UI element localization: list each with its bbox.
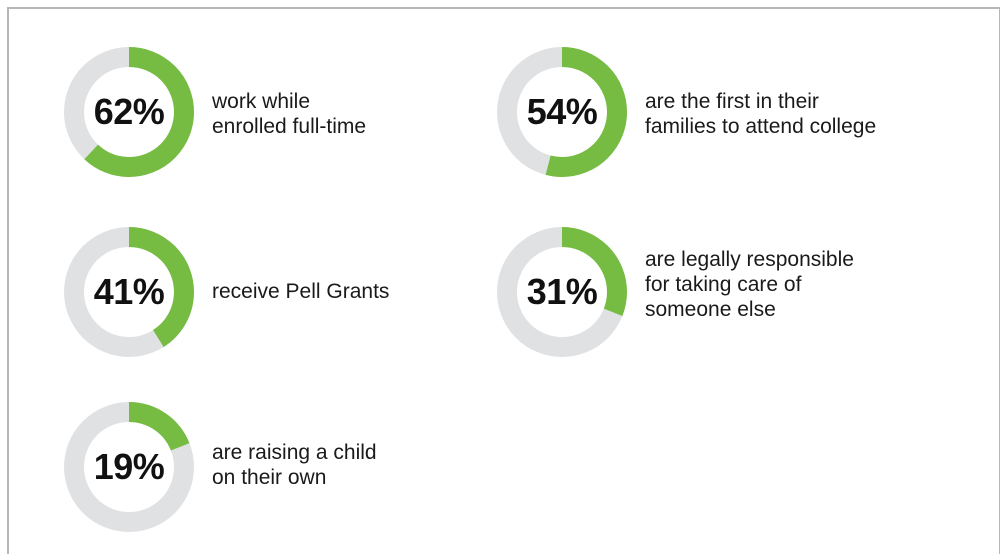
description-line: someone else: [645, 298, 776, 321]
percent-label: 19%: [93, 446, 165, 487]
donut-svg: [64, 402, 194, 532]
percent-label: 31%: [526, 271, 598, 312]
stat-single-parent: 19% are raising a child on their own: [64, 402, 494, 542]
percent-label: 62%: [93, 91, 165, 132]
donut-value-arc: [497, 47, 627, 177]
description-line: families to attend college: [645, 115, 877, 138]
donut-chart: [497, 47, 627, 177]
donut-value-arc: [497, 227, 627, 357]
donut-chart: [64, 47, 194, 177]
donut-value-arc: [64, 227, 194, 357]
description-line: receive Pell Grants: [212, 280, 390, 303]
description-line: for taking care of: [645, 273, 802, 296]
stat-pell-grants: 41% receive Pell Grants: [64, 227, 494, 367]
percent-label: 41%: [93, 271, 165, 312]
stat-description: are legally responsible for taking care …: [645, 247, 945, 322]
stat-description: are raising a child on their own: [212, 440, 512, 490]
donut-svg: [497, 227, 627, 357]
donut-svg: [64, 47, 194, 177]
donut-svg: [497, 47, 627, 177]
donut-svg: [64, 227, 194, 357]
stat-description: are the first in their families to atten…: [645, 89, 945, 139]
percent-label: 54%: [526, 91, 598, 132]
stat-first-generation: 54% are the first in their families to a…: [497, 47, 927, 187]
stat-description: work while enrolled full-time: [212, 89, 512, 139]
description-line: enrolled full-time: [212, 115, 367, 138]
donut-value-arc: [64, 47, 194, 177]
donut-chart: [497, 227, 627, 357]
description-line: are legally responsible: [645, 248, 854, 271]
donut-chart: [64, 227, 194, 357]
donut-chart: [64, 402, 194, 532]
infographic-panel: 62% work while enrolled full-time 54% ar…: [7, 7, 1000, 554]
stat-caregiver: 31% are legally responsible for taking c…: [497, 227, 927, 367]
stat-description: receive Pell Grants: [212, 279, 512, 304]
description-line: work while: [212, 90, 311, 113]
description-line: are raising a child: [212, 441, 377, 464]
donut-value-arc: [64, 402, 194, 532]
description-line: are the first in their: [645, 90, 819, 113]
description-line: on their own: [212, 466, 327, 489]
stat-work-while-enrolled: 62% work while enrolled full-time: [64, 47, 494, 187]
